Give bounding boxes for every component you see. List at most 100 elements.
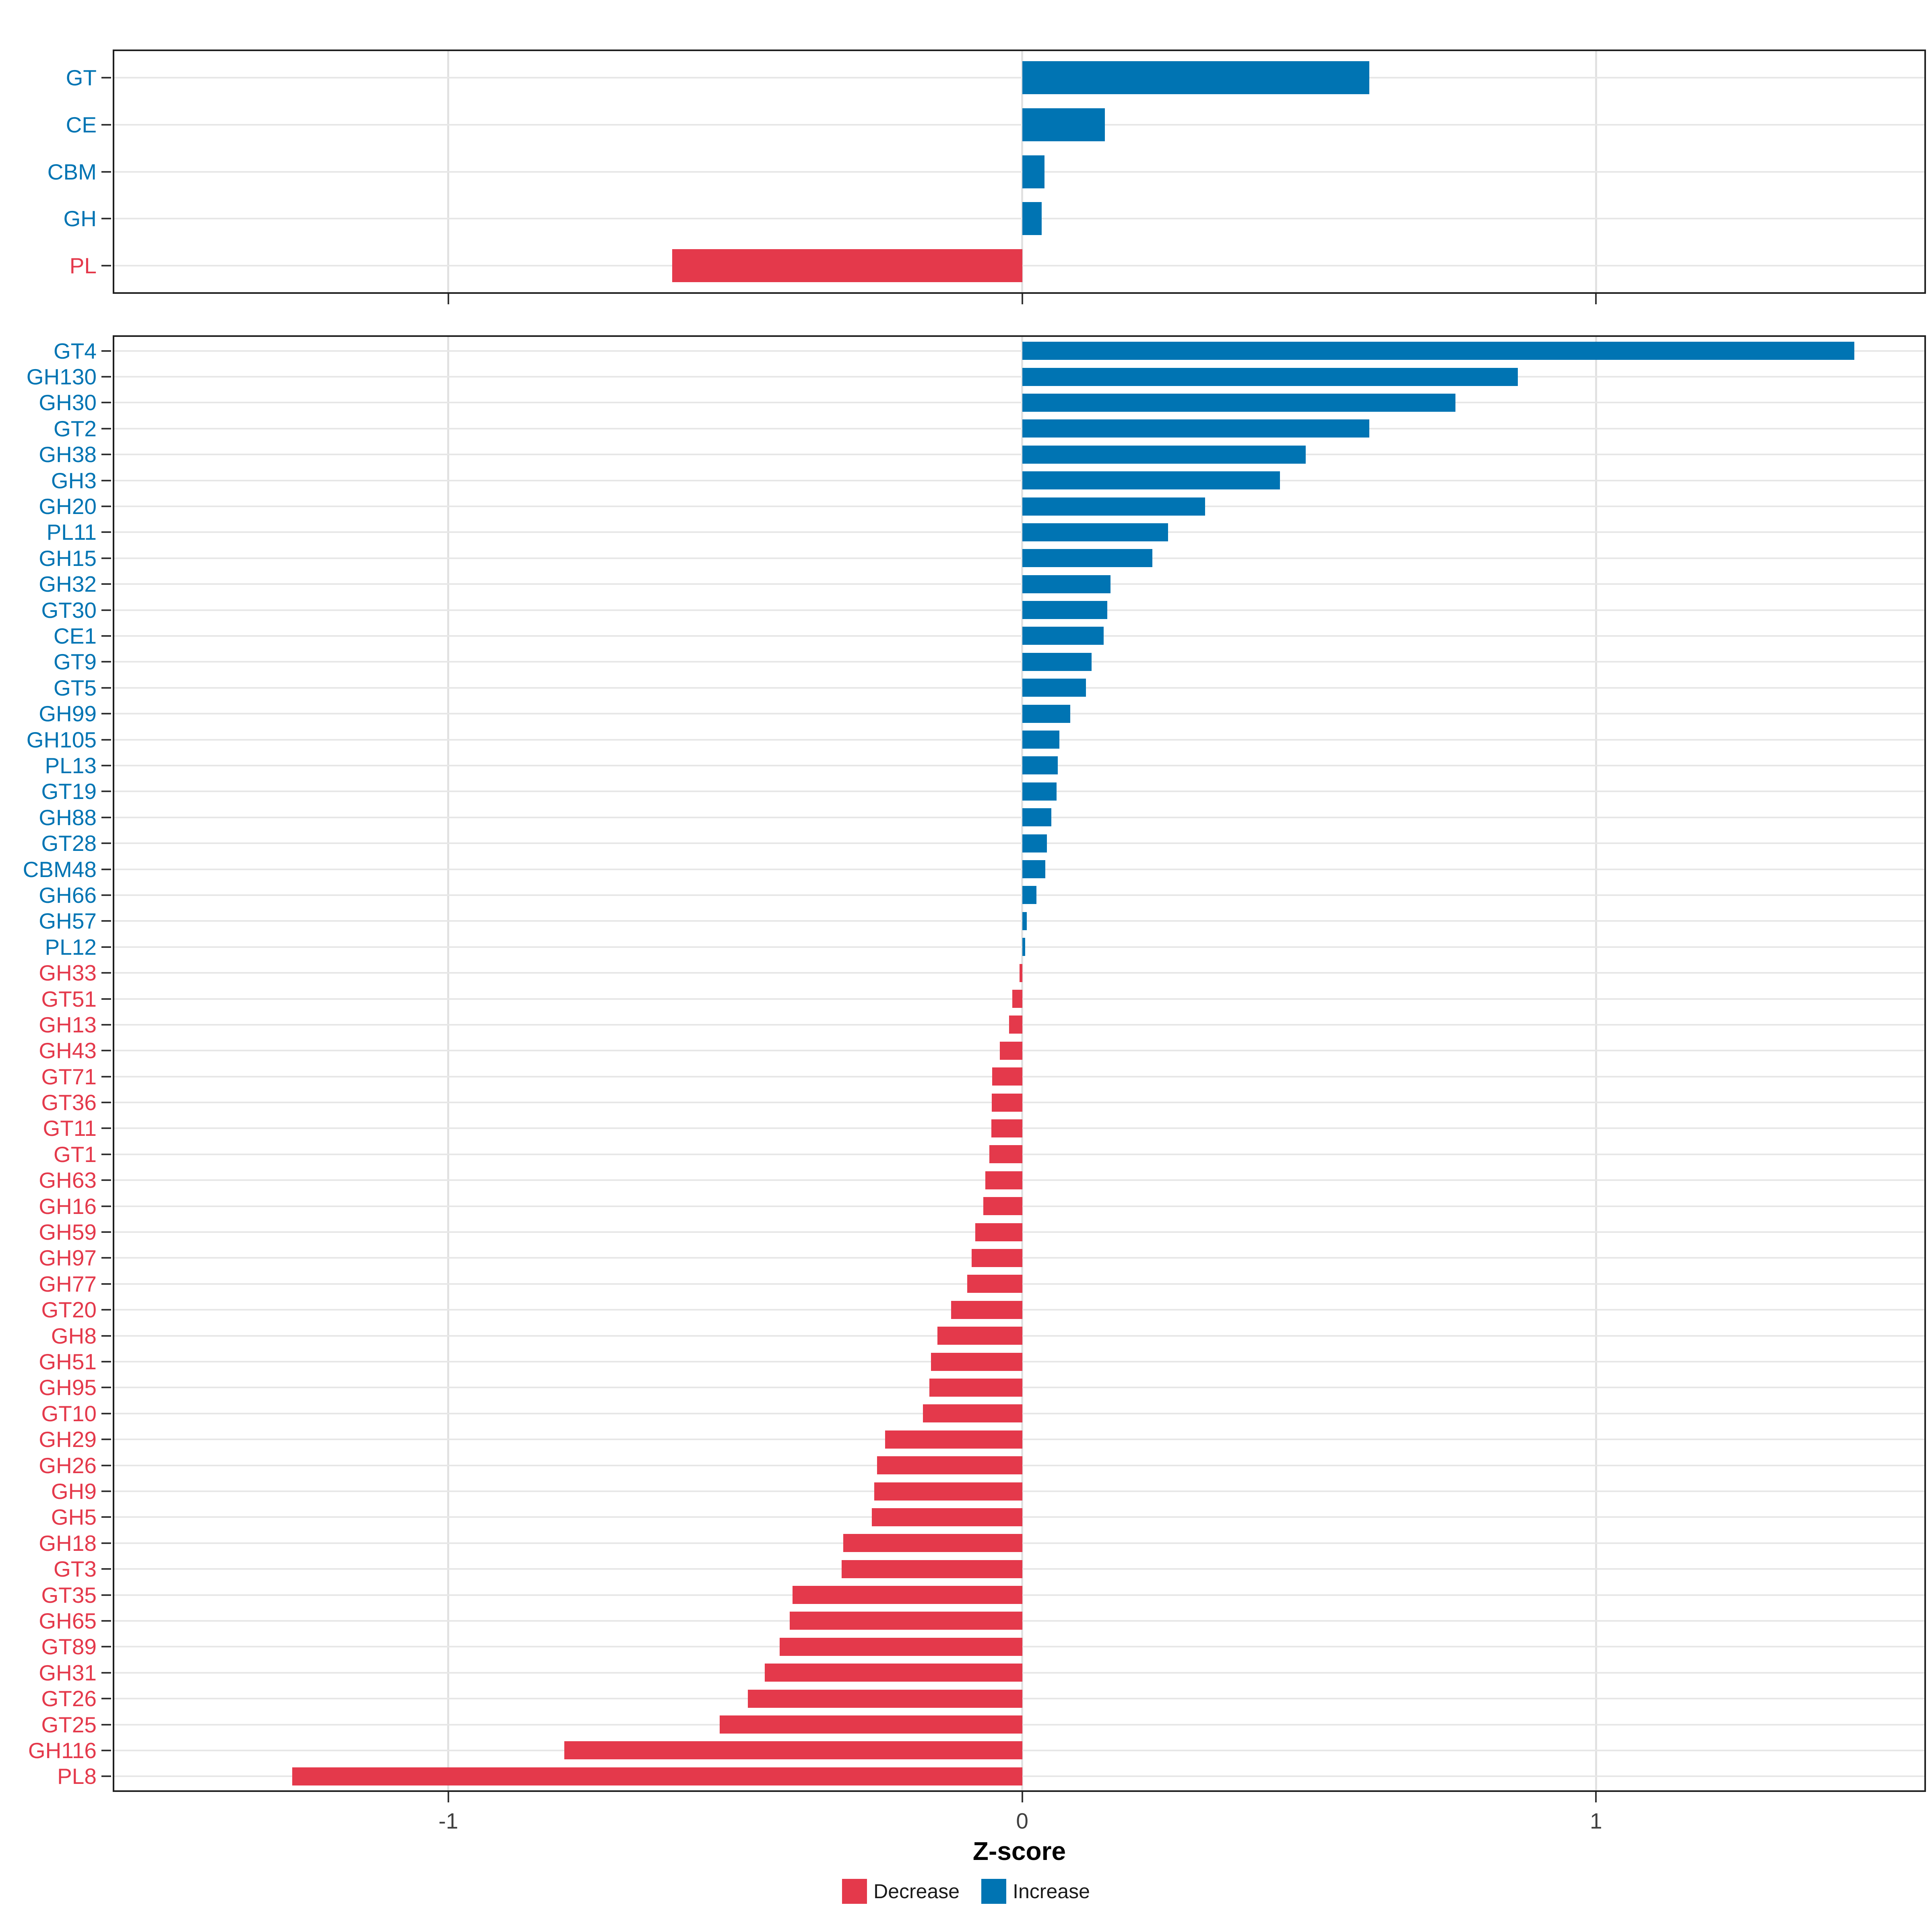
bar-GH99 [1022, 704, 1071, 723]
y-axis-label-GH9: GH9 [51, 1479, 97, 1504]
y-gridline [113, 583, 1926, 585]
bar-GT1 [989, 1145, 1022, 1164]
y-axis-label-PL12: PL12 [45, 934, 97, 960]
bar-GT36 [992, 1093, 1022, 1112]
y-axis-label-GH65: GH65 [39, 1608, 97, 1633]
y-tick [101, 1698, 111, 1700]
y-tick [101, 713, 111, 715]
y-gridline [113, 124, 1926, 126]
y-axis-label-GT19: GT19 [41, 779, 97, 804]
y-tick [101, 1439, 111, 1441]
legend-label-decrease: Decrease [873, 1880, 960, 1903]
y-tick [101, 427, 111, 429]
y-axis-label-GH20: GH20 [39, 494, 97, 519]
y-axis-label-GH3: GH3 [51, 468, 97, 493]
bar-GH8 [937, 1327, 1022, 1345]
y-axis-label-GH66: GH66 [39, 882, 97, 908]
y-gridline [113, 661, 1926, 663]
y-tick [101, 1516, 111, 1518]
y-tick [101, 454, 111, 456]
y-axis-label-GH15: GH15 [39, 545, 97, 571]
bar-GT10 [923, 1404, 1022, 1423]
x-tick [1021, 294, 1023, 304]
y-axis-label-GH32: GH32 [39, 572, 97, 597]
bar-GH30 [1022, 393, 1455, 412]
y-axis-label-CE1: CE1 [54, 623, 97, 648]
y-gridline [113, 868, 1926, 870]
y-axis-label-GT89: GT89 [41, 1634, 97, 1660]
y-tick [101, 764, 111, 766]
bar-PL13 [1022, 756, 1058, 775]
y-tick [101, 687, 111, 689]
y-axis-label-GT28: GT28 [41, 831, 97, 856]
y-tick [101, 661, 111, 663]
y-tick [101, 531, 111, 533]
y-tick [101, 1075, 111, 1077]
bar-CE [1022, 108, 1105, 141]
y-gridline [113, 635, 1926, 637]
y-axis-label-GH97: GH97 [39, 1245, 97, 1271]
bar-GT9 [1022, 652, 1092, 671]
y-tick [101, 1724, 111, 1726]
y-tick [101, 816, 111, 818]
bar-PL11 [1022, 523, 1168, 541]
y-gridline [113, 531, 1926, 533]
bar-GH43 [1000, 1041, 1022, 1060]
bar-GT11 [991, 1119, 1022, 1137]
y-axis-label-GT4: GT4 [54, 338, 97, 363]
y-tick [101, 1283, 111, 1285]
bar-GT30 [1022, 601, 1107, 619]
panel-class-summary [113, 50, 1926, 294]
bar-GH31 [764, 1664, 1022, 1682]
y-tick [101, 1749, 111, 1751]
y-axis-label-GT9: GT9 [54, 649, 97, 675]
bar-GT51 [1012, 990, 1022, 1008]
y-gridline [113, 713, 1926, 715]
bar-GH13 [1009, 1016, 1022, 1034]
y-axis-label-CE: CE [66, 112, 97, 137]
y-gridline [113, 171, 1926, 173]
y-axis-label-GT: GT [66, 65, 97, 91]
bar-GH29 [885, 1430, 1022, 1449]
y-axis-label-GH63: GH63 [39, 1168, 97, 1193]
x-gridline [447, 335, 450, 1792]
bar-GT71 [992, 1067, 1022, 1086]
y-tick [101, 1231, 111, 1233]
y-axis-label-GT25: GT25 [41, 1712, 97, 1737]
y-axis-label-GH116: GH116 [28, 1738, 97, 1763]
y-axis-label-GH130: GH130 [26, 364, 97, 390]
y-axis-label-GH8: GH8 [51, 1323, 97, 1348]
y-tick [101, 1646, 111, 1648]
y-axis-label-GH77: GH77 [39, 1271, 97, 1296]
legend: Decrease Increase [0, 1879, 1932, 1904]
x-tick [1021, 1792, 1023, 1802]
y-tick [101, 1179, 111, 1181]
y-tick [101, 1387, 111, 1389]
x-tick [447, 294, 449, 304]
y-tick [101, 1024, 111, 1026]
bar-GT28 [1022, 834, 1047, 852]
y-tick [101, 583, 111, 585]
y-tick [101, 1127, 111, 1129]
y-tick [101, 920, 111, 922]
y-axis-label-GT30: GT30 [41, 597, 97, 623]
bar-GH59 [975, 1223, 1022, 1241]
y-tick [101, 77, 111, 79]
y-tick [101, 171, 111, 173]
y-tick [101, 791, 111, 793]
y-axis-label-GT11: GT11 [43, 1116, 97, 1141]
x-tick-label: -1 [438, 1808, 458, 1833]
bar-GH130 [1022, 367, 1518, 386]
legend-label-increase: Increase [1013, 1880, 1090, 1903]
y-tick [101, 1102, 111, 1104]
bar-PL12 [1022, 938, 1025, 956]
x-tick [447, 1792, 449, 1802]
y-axis-label-GT3: GT3 [54, 1556, 97, 1582]
bar-GT4 [1022, 342, 1854, 360]
bar-GH38 [1022, 445, 1306, 464]
y-axis-label-GH43: GH43 [39, 1038, 97, 1063]
y-gridline [113, 77, 1926, 79]
bar-GH15 [1022, 549, 1153, 568]
y-axis-label-GH33: GH33 [39, 960, 97, 986]
bar-GT20 [951, 1300, 1022, 1319]
